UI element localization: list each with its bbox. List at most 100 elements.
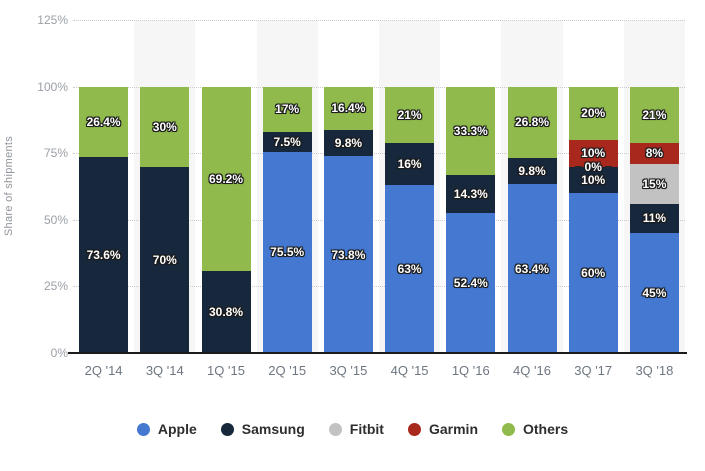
segment-value-label: 7.5% [273,134,301,149]
zero-dash [574,165,582,168]
segment-apple-3q-18[interactable]: 45% [629,233,679,353]
segment-samsung-3q-15[interactable]: 9.8% [323,130,373,157]
x-tick-label-2q-15: 2Q '15 [268,363,307,378]
segment-value-label: 30.8% [208,304,244,319]
fitbit-legend-dot-icon [328,422,342,436]
x-tick-label-2q-14: 2Q '14 [84,363,123,378]
segment-value-label: 33.3% [453,123,488,138]
segment-value-label: 60% [581,266,606,281]
segment-samsung-4q-16[interactable]: 9.8% [507,158,557,185]
legend: Apple Samsung Fitbit Garmin Others [0,421,705,437]
gridline-25 [73,286,685,288]
segment-samsung-3q-17[interactable]: 10% [568,166,618,194]
samsung-legend-dot-icon [220,422,234,436]
segment-value-label: 9.8% [518,164,546,179]
legend-label-others: Others [523,421,569,437]
legend-item-samsung[interactable]: Samsung [220,421,305,437]
segment-value-label: 17% [275,102,300,117]
segment-apple-4q-16[interactable]: 63.4% [507,184,557,353]
x-tick-label-1q-15: 1Q '15 [207,363,245,378]
gridline-75 [73,153,685,155]
segment-apple-1q-16[interactable]: 52.4% [446,213,496,353]
segment-value-label: 20% [581,106,606,121]
segment-value-label: 14.3% [453,187,488,202]
x-tick-label-4q-15: 4Q '15 [390,363,429,378]
segment-value-label: 9.8% [334,136,363,151]
plot-area: 73.6% 26.4% 70% 30% 30.8% 69.2% 75.5% 7.5% 17% 73… [68,20,687,354]
segment-value-label: 63% [397,262,422,277]
x-tick-label-3q-18: 3Q '18 [635,363,674,378]
segment-value-label: 73.6% [86,247,121,262]
segment-others-3q-14[interactable]: 30% [140,86,190,167]
segment-value-label: 75.5% [270,245,305,260]
gridline-125 [73,20,685,21]
segment-others-4q-15[interactable]: 21% [385,86,435,143]
segment-others-3q-18[interactable]: 21% [629,86,679,143]
segment-value-label: 70% [152,252,177,267]
segment-apple-4q-15[interactable]: 63% [385,185,435,353]
segment-samsung-2q-14[interactable]: 73.6% [79,156,129,353]
legend-item-apple[interactable]: Apple [136,421,197,437]
y-tick-label-75: 75% [43,146,68,161]
legend-item-garmin[interactable]: Garmin [407,421,478,437]
y-tick-label-25: 25% [43,279,68,294]
segment-others-2q-15[interactable]: 17% [262,86,312,132]
segment-others-1q-16[interactable]: 33.3% [446,86,496,176]
legend-item-fitbit[interactable]: Fitbit [328,421,384,437]
others-legend-dot-icon [502,422,515,436]
segment-apple-3q-15[interactable]: 73.8% [323,156,373,353]
segment-fitbit-3q-18[interactable]: 15% [629,163,679,204]
segment-value-label: 10% [581,146,606,161]
legend-label-apple: Apple [157,421,197,437]
zero-dash [604,165,612,168]
y-tick-label-50: 50% [43,212,68,227]
segment-garmin-3q-18[interactable]: 8% [629,142,679,164]
legend-item-others[interactable]: Others [502,421,568,437]
segment-value-label: 10% [581,172,606,187]
segment-value-label: 8% [645,146,664,161]
segment-others-2q-14[interactable]: 26.4% [79,86,129,157]
segment-value-label: 21% [397,107,422,122]
x-tick-label-3q-15: 3Q '15 [329,363,368,378]
segment-others-3q-15[interactable]: 16.4% [323,86,373,131]
segment-value-label: 15% [642,176,667,191]
segment-value-label: 30% [152,119,177,134]
segment-value-label: 21% [642,107,667,122]
legend-label-samsung: Samsung [241,421,305,437]
segment-garmin-3q-17[interactable]: 10% [568,139,618,167]
segment-value-label: 11% [642,211,667,226]
segment-samsung-1q-15[interactable]: 30.8% [201,270,251,353]
segment-value-label: 0% [584,159,602,174]
segment-apple-3q-17[interactable]: 60% [568,193,618,353]
segment-value-label: 63.4% [514,261,550,276]
segment-value-label: 26.4% [86,114,121,129]
segment-samsung-1q-16[interactable]: 14.3% [446,175,496,214]
segment-others-1q-15[interactable]: 69.2% [201,86,251,271]
segment-others-4q-16[interactable]: 26.8% [507,86,557,158]
gridline-100 [73,86,685,88]
segment-samsung-4q-15[interactable]: 16% [385,142,435,186]
y-tick-label-0: 0% [50,346,68,360]
gridline-50 [73,219,685,221]
segment-value-label: 16% [397,156,422,171]
x-tick-label-3q-14: 3Q '14 [145,363,184,378]
segment-fitbit-3q-17-zero-marker: 0% [563,160,624,174]
segment-value-label: 26.8% [514,115,550,130]
segment-apple-2q-15[interactable]: 75.5% [262,151,312,353]
segment-value-label: 16.4% [331,101,366,116]
y-tick-label-100: 100% [37,79,68,94]
segment-value-label: 52.4% [453,276,488,291]
segment-samsung-3q-14[interactable]: 70% [140,166,190,353]
x-axis-line [68,352,687,354]
segment-value-label: 45% [642,286,667,301]
segment-others-3q-17[interactable]: 20% [568,86,618,140]
segment-samsung-2q-15[interactable]: 7.5% [262,131,312,152]
segment-samsung-3q-18[interactable]: 11% [629,203,679,234]
x-tick-label-4q-16: 4Q '16 [513,363,551,378]
legend-label-fitbit: Fitbit [349,421,384,437]
legend-label-garmin: Garmin [428,421,478,437]
y-axis-title: Share of shipments [3,135,15,237]
segment-value-label: 73.8% [331,247,366,262]
x-tick-label-3q-17: 3Q '17 [574,363,613,378]
